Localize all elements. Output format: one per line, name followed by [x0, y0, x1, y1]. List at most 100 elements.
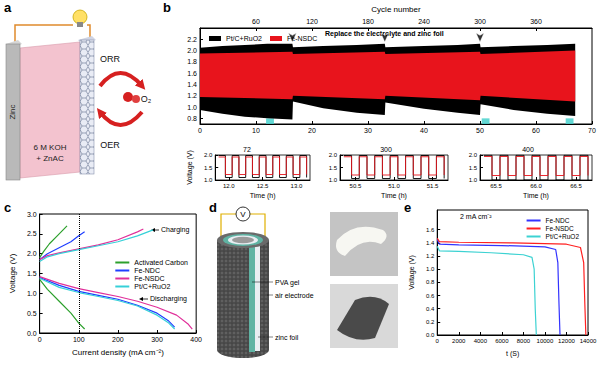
svg-text:4000: 4000 — [474, 338, 488, 344]
svg-text:10: 10 — [252, 127, 260, 134]
svg-text:Voltage (V): Voltage (V) — [408, 255, 416, 290]
svg-text:air electrode: air electrode — [275, 292, 314, 299]
svg-text:1.5: 1.5 — [469, 165, 478, 171]
svg-text:51.5: 51.5 — [427, 183, 439, 189]
svg-text:200: 200 — [112, 336, 124, 343]
svg-text:Voltage (V): Voltage (V) — [186, 150, 194, 185]
svg-text:Fe-NDC: Fe-NDC — [546, 217, 570, 224]
svg-text:Zinc: Zinc — [8, 104, 17, 119]
svg-text:Time (h): Time (h) — [250, 192, 276, 200]
svg-text:50.5: 50.5 — [350, 183, 362, 189]
svg-text:240: 240 — [418, 18, 430, 25]
svg-text:12.5: 12.5 — [257, 183, 269, 189]
svg-text:0: 0 — [436, 338, 440, 344]
svg-text:1.6: 1.6 — [426, 227, 435, 233]
svg-text:20: 20 — [308, 127, 316, 134]
svg-text:1.5: 1.5 — [329, 165, 338, 171]
svg-text:2.0: 2.0 — [204, 152, 213, 158]
svg-text:180: 180 — [362, 18, 374, 25]
svg-text:Charging: Charging — [161, 226, 190, 234]
svg-text:1.4: 1.4 — [426, 240, 435, 246]
svg-text:1.5: 1.5 — [27, 270, 37, 277]
svg-text:300: 300 — [474, 18, 486, 25]
svg-text:1.0: 1.0 — [469, 177, 478, 183]
svg-text:40: 40 — [420, 127, 428, 134]
svg-text:OER: OER — [100, 140, 120, 150]
svg-text:0.5: 0.5 — [27, 310, 37, 317]
svg-text:0.0: 0.0 — [426, 332, 435, 338]
svg-text:Fe-NSDC: Fe-NSDC — [546, 225, 574, 232]
svg-text:1.0: 1.0 — [27, 290, 37, 297]
svg-text:+ ZnAC: + ZnAC — [36, 154, 64, 163]
svg-text:400: 400 — [522, 146, 534, 153]
svg-text:51.0: 51.0 — [388, 183, 400, 189]
svg-text:12000: 12000 — [558, 338, 575, 344]
svg-text:65.5: 65.5 — [490, 183, 502, 189]
svg-text:Time (h): Time (h) — [523, 192, 549, 200]
svg-text:72: 72 — [243, 146, 251, 153]
svg-text:0: 0 — [38, 336, 42, 343]
svg-text:6000: 6000 — [495, 338, 509, 344]
svg-text:60: 60 — [532, 127, 540, 134]
svg-text:PVA gel: PVA gel — [275, 279, 300, 287]
svg-text:1.8: 1.8 — [187, 58, 197, 65]
svg-text:6 M KOH: 6 M KOH — [34, 143, 67, 152]
svg-text:1.0: 1.0 — [426, 266, 435, 272]
svg-text:360: 360 — [530, 18, 542, 25]
svg-text:Current density (mA cm⁻²): Current density (mA cm⁻²) — [72, 348, 164, 357]
svg-text:0.0: 0.0 — [27, 330, 37, 337]
svg-text:1.0: 1.0 — [204, 177, 213, 183]
svg-text:ORR: ORR — [100, 54, 121, 64]
svg-text:V: V — [240, 210, 246, 219]
svg-text:400: 400 — [190, 336, 202, 343]
svg-text:1.0: 1.0 — [187, 104, 197, 111]
svg-text:1.2: 1.2 — [426, 253, 435, 259]
svg-text:Discharging: Discharging — [150, 295, 187, 303]
svg-text:0.2: 0.2 — [426, 319, 435, 325]
svg-text:60: 60 — [252, 18, 260, 25]
svg-text:2.5: 2.5 — [27, 230, 37, 237]
svg-text:120: 120 — [306, 18, 318, 25]
svg-text:2.0: 2.0 — [27, 250, 37, 257]
svg-text:300: 300 — [380, 146, 392, 153]
svg-text:2000: 2000 — [452, 338, 466, 344]
svg-text:13.0: 13.0 — [291, 183, 303, 189]
svg-text:Fe-NSDC: Fe-NSDC — [134, 275, 164, 282]
svg-text:Time (h): Time (h) — [381, 192, 407, 200]
svg-text:2.0: 2.0 — [187, 47, 197, 54]
svg-text:8000: 8000 — [517, 338, 531, 344]
svg-text:2.0: 2.0 — [469, 152, 478, 158]
svg-text:10000: 10000 — [537, 338, 554, 344]
svg-text:1.4: 1.4 — [187, 81, 197, 88]
svg-text:300: 300 — [151, 336, 163, 343]
svg-text:1.5: 1.5 — [204, 165, 213, 171]
svg-text:2 mA cm⁻²: 2 mA cm⁻² — [460, 213, 492, 220]
svg-text:O₂: O₂ — [141, 94, 152, 104]
svg-text:66.0: 66.0 — [530, 183, 542, 189]
svg-text:100: 100 — [73, 336, 85, 343]
svg-text:1.2: 1.2 — [187, 92, 197, 99]
svg-text:1.6: 1.6 — [187, 70, 197, 77]
svg-text:Activated Carbon: Activated Carbon — [134, 259, 188, 266]
svg-text:66.5: 66.5 — [570, 183, 582, 189]
svg-text:0.4: 0.4 — [426, 306, 435, 312]
svg-text:0.8: 0.8 — [426, 279, 435, 285]
svg-text:Pt/C+RuO2: Pt/C+RuO2 — [546, 233, 580, 240]
svg-text:30: 30 — [364, 127, 372, 134]
svg-text:2.0: 2.0 — [329, 152, 338, 158]
svg-text:Pt/C+RuO2: Pt/C+RuO2 — [226, 35, 262, 42]
svg-text:Pt/C+RuO2: Pt/C+RuO2 — [134, 283, 170, 290]
svg-text:0.6: 0.6 — [426, 293, 435, 299]
svg-text:t (S): t (S) — [506, 350, 519, 358]
svg-text:Voltage (V): Voltage (V) — [8, 253, 17, 293]
svg-text:3.0: 3.0 — [27, 211, 37, 218]
svg-text:70: 70 — [588, 127, 596, 134]
svg-text:Fe-NDC: Fe-NDC — [134, 267, 160, 274]
svg-text:1.0: 1.0 — [329, 177, 338, 183]
svg-text:0.8: 0.8 — [187, 115, 197, 122]
svg-text:14000: 14000 — [580, 338, 597, 344]
svg-text:zinc foil: zinc foil — [275, 334, 299, 341]
svg-text:2.2: 2.2 — [187, 36, 197, 43]
svg-text:Cycle number: Cycle number — [371, 5, 421, 14]
svg-text:12.0: 12.0 — [223, 183, 235, 189]
